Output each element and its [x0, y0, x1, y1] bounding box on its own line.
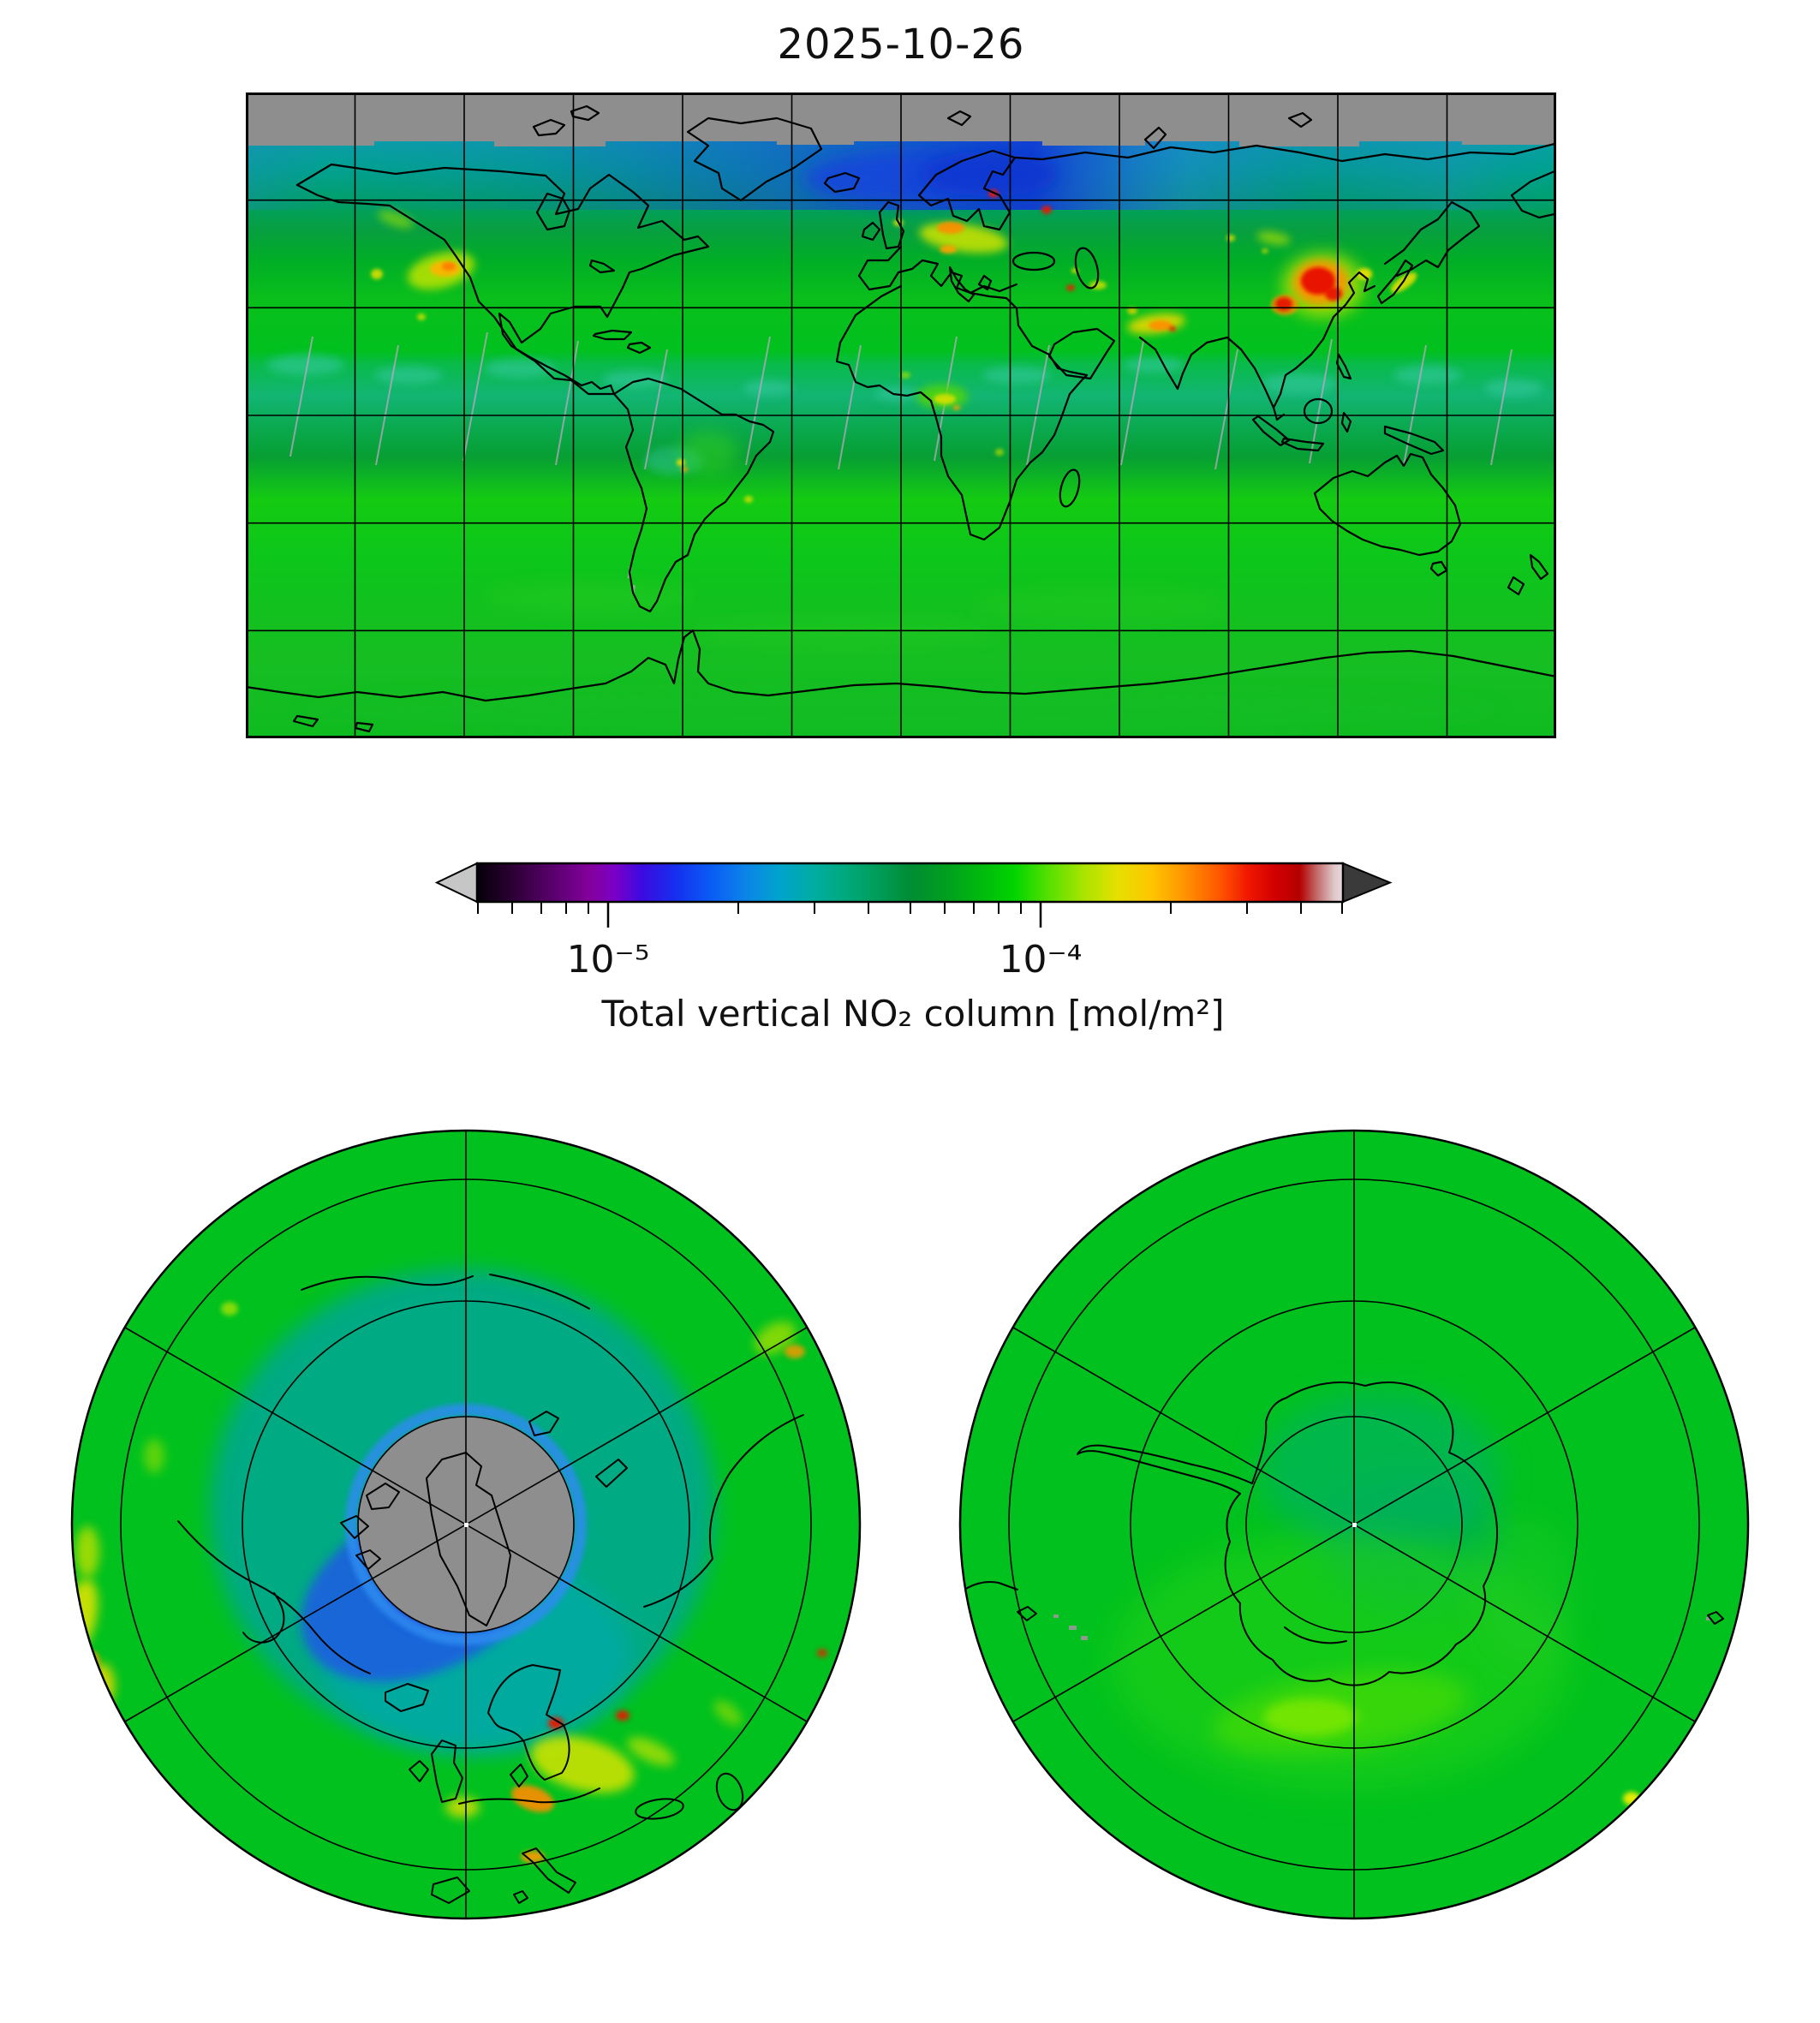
colorbar-tick-1e-4: 10⁻⁴ [1000, 938, 1083, 982]
antarctic-map [958, 1129, 1750, 1920]
colorbar-over-arrow [1342, 862, 1393, 904]
colorbar-panel: 10⁻⁵ 10⁻⁴ Total vertical NO₂ column [mol… [434, 862, 1393, 1035]
swath-gap-streaks [289, 331, 1513, 470]
world-coastlines [246, 104, 1556, 733]
antarctic-map-border [958, 1129, 1750, 1920]
atlantic-deep-blue [921, 152, 1058, 196]
date-title: 2025-10-26 [777, 21, 1025, 69]
polar-panels [70, 1129, 1750, 1920]
colorbar-under-arrow [434, 862, 478, 904]
colorbar-tick-1e-5: 10⁻⁵ [567, 938, 650, 982]
south-pole-marker [1352, 1523, 1357, 1527]
arctic-hotspots [72, 1302, 827, 1863]
colorbar-gradient-bar [475, 862, 1345, 904]
world-map-border [246, 92, 1556, 738]
north-pole-marker [464, 1523, 468, 1527]
gray-cap-ragged-edge [246, 141, 1556, 146]
colorbar-axis-label: Total vertical NO₂ column [mol/m²] [601, 993, 1225, 1035]
world-map-panel [246, 92, 1556, 738]
colorbar-major-ticks [606, 902, 1042, 928]
arctic-coastlines [177, 1274, 804, 1904]
emission-hotspots [371, 189, 1417, 503]
colorbar-minor-ticks [477, 902, 1343, 914]
arctic-map-border [70, 1129, 862, 1920]
world-gridlines [246, 92, 1556, 738]
tropical-cyan-speckles [267, 355, 1543, 474]
antarctic-no-data-flecks [1053, 1614, 1711, 1640]
arctic-map [70, 1129, 862, 1920]
